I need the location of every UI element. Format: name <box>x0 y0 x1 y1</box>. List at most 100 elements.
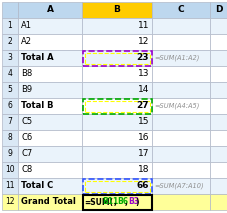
Text: 11: 11 <box>5 181 15 190</box>
Bar <box>2 178 18 194</box>
Text: 5: 5 <box>7 85 12 95</box>
Bar <box>152 2 210 18</box>
Text: B9: B9 <box>21 85 32 95</box>
Bar <box>210 18 227 34</box>
Text: 16: 16 <box>138 134 149 142</box>
Bar <box>210 114 227 130</box>
Bar <box>82 178 151 193</box>
Bar <box>2 98 18 114</box>
Bar <box>82 178 152 194</box>
Bar <box>210 98 227 114</box>
Bar <box>152 82 210 98</box>
Bar <box>84 52 150 63</box>
Text: A: A <box>47 6 54 14</box>
Text: 8: 8 <box>8 134 12 142</box>
Text: 15: 15 <box>138 118 149 127</box>
Bar <box>18 34 82 50</box>
Bar <box>82 194 151 210</box>
Text: 1: 1 <box>8 22 12 30</box>
Bar <box>152 130 210 146</box>
Text: 17: 17 <box>138 150 149 158</box>
Bar <box>82 50 151 66</box>
Text: ,: , <box>114 197 116 206</box>
Bar <box>82 114 152 130</box>
Bar <box>2 18 18 34</box>
Bar <box>2 50 18 66</box>
Bar <box>2 194 18 210</box>
Bar <box>2 82 18 98</box>
Bar <box>210 162 227 178</box>
Text: B11: B11 <box>103 197 119 206</box>
Bar <box>18 50 82 66</box>
Bar <box>152 114 210 130</box>
Text: C7: C7 <box>21 150 32 158</box>
Bar <box>82 82 152 98</box>
Text: =SUM(A1:A2): =SUM(A1:A2) <box>154 55 199 61</box>
Text: =SUM(A7:A10): =SUM(A7:A10) <box>154 183 204 189</box>
Text: B: B <box>114 6 121 14</box>
Bar <box>210 66 227 82</box>
Text: C: C <box>178 6 184 14</box>
Text: 11: 11 <box>138 22 149 30</box>
Bar <box>82 194 152 210</box>
Text: 2: 2 <box>8 37 12 46</box>
Bar <box>82 34 152 50</box>
Bar <box>210 194 227 210</box>
Text: C8: C8 <box>21 166 32 174</box>
Bar <box>18 98 82 114</box>
Text: Total B: Total B <box>21 102 54 111</box>
Bar <box>18 146 82 162</box>
Text: ,: , <box>125 197 128 206</box>
Bar <box>152 162 210 178</box>
Text: 27: 27 <box>136 102 149 111</box>
Text: B8: B8 <box>21 69 32 79</box>
Text: A2: A2 <box>21 37 32 46</box>
Text: B6: B6 <box>117 197 128 206</box>
Text: 4: 4 <box>7 69 12 79</box>
Bar <box>2 2 18 18</box>
Bar <box>152 178 210 194</box>
Text: C6: C6 <box>21 134 32 142</box>
Bar <box>82 18 152 34</box>
Text: 66: 66 <box>136 181 149 190</box>
Bar <box>152 98 210 114</box>
Bar <box>82 2 152 18</box>
Text: 14: 14 <box>138 85 149 95</box>
Bar <box>82 146 152 162</box>
Bar <box>82 98 151 114</box>
Bar <box>152 50 210 66</box>
Bar <box>210 146 227 162</box>
Bar <box>152 34 210 50</box>
Text: 18: 18 <box>138 166 149 174</box>
Text: 10: 10 <box>5 166 15 174</box>
Bar <box>2 162 18 178</box>
Bar <box>2 34 18 50</box>
Bar <box>210 82 227 98</box>
Bar <box>18 66 82 82</box>
Text: ): ) <box>136 197 139 206</box>
Bar <box>18 18 82 34</box>
Text: 6: 6 <box>7 102 12 111</box>
Text: Total A: Total A <box>21 53 54 62</box>
Text: C5: C5 <box>21 118 32 127</box>
Bar <box>210 130 227 146</box>
Bar <box>152 66 210 82</box>
Text: =SUM(A4:A5): =SUM(A4:A5) <box>154 103 199 109</box>
Bar <box>18 82 82 98</box>
Bar <box>152 146 210 162</box>
Bar <box>152 194 210 210</box>
Bar <box>18 178 82 194</box>
Bar <box>82 162 152 178</box>
Bar <box>18 162 82 178</box>
Text: =SUM(: =SUM( <box>84 197 113 206</box>
Bar <box>82 50 152 66</box>
Bar <box>210 178 227 194</box>
Bar <box>210 34 227 50</box>
Bar <box>2 146 18 162</box>
Bar <box>82 130 152 146</box>
Text: 12: 12 <box>138 37 149 46</box>
Bar <box>2 66 18 82</box>
Bar <box>210 50 227 66</box>
Bar <box>18 194 82 210</box>
Bar <box>18 2 82 18</box>
